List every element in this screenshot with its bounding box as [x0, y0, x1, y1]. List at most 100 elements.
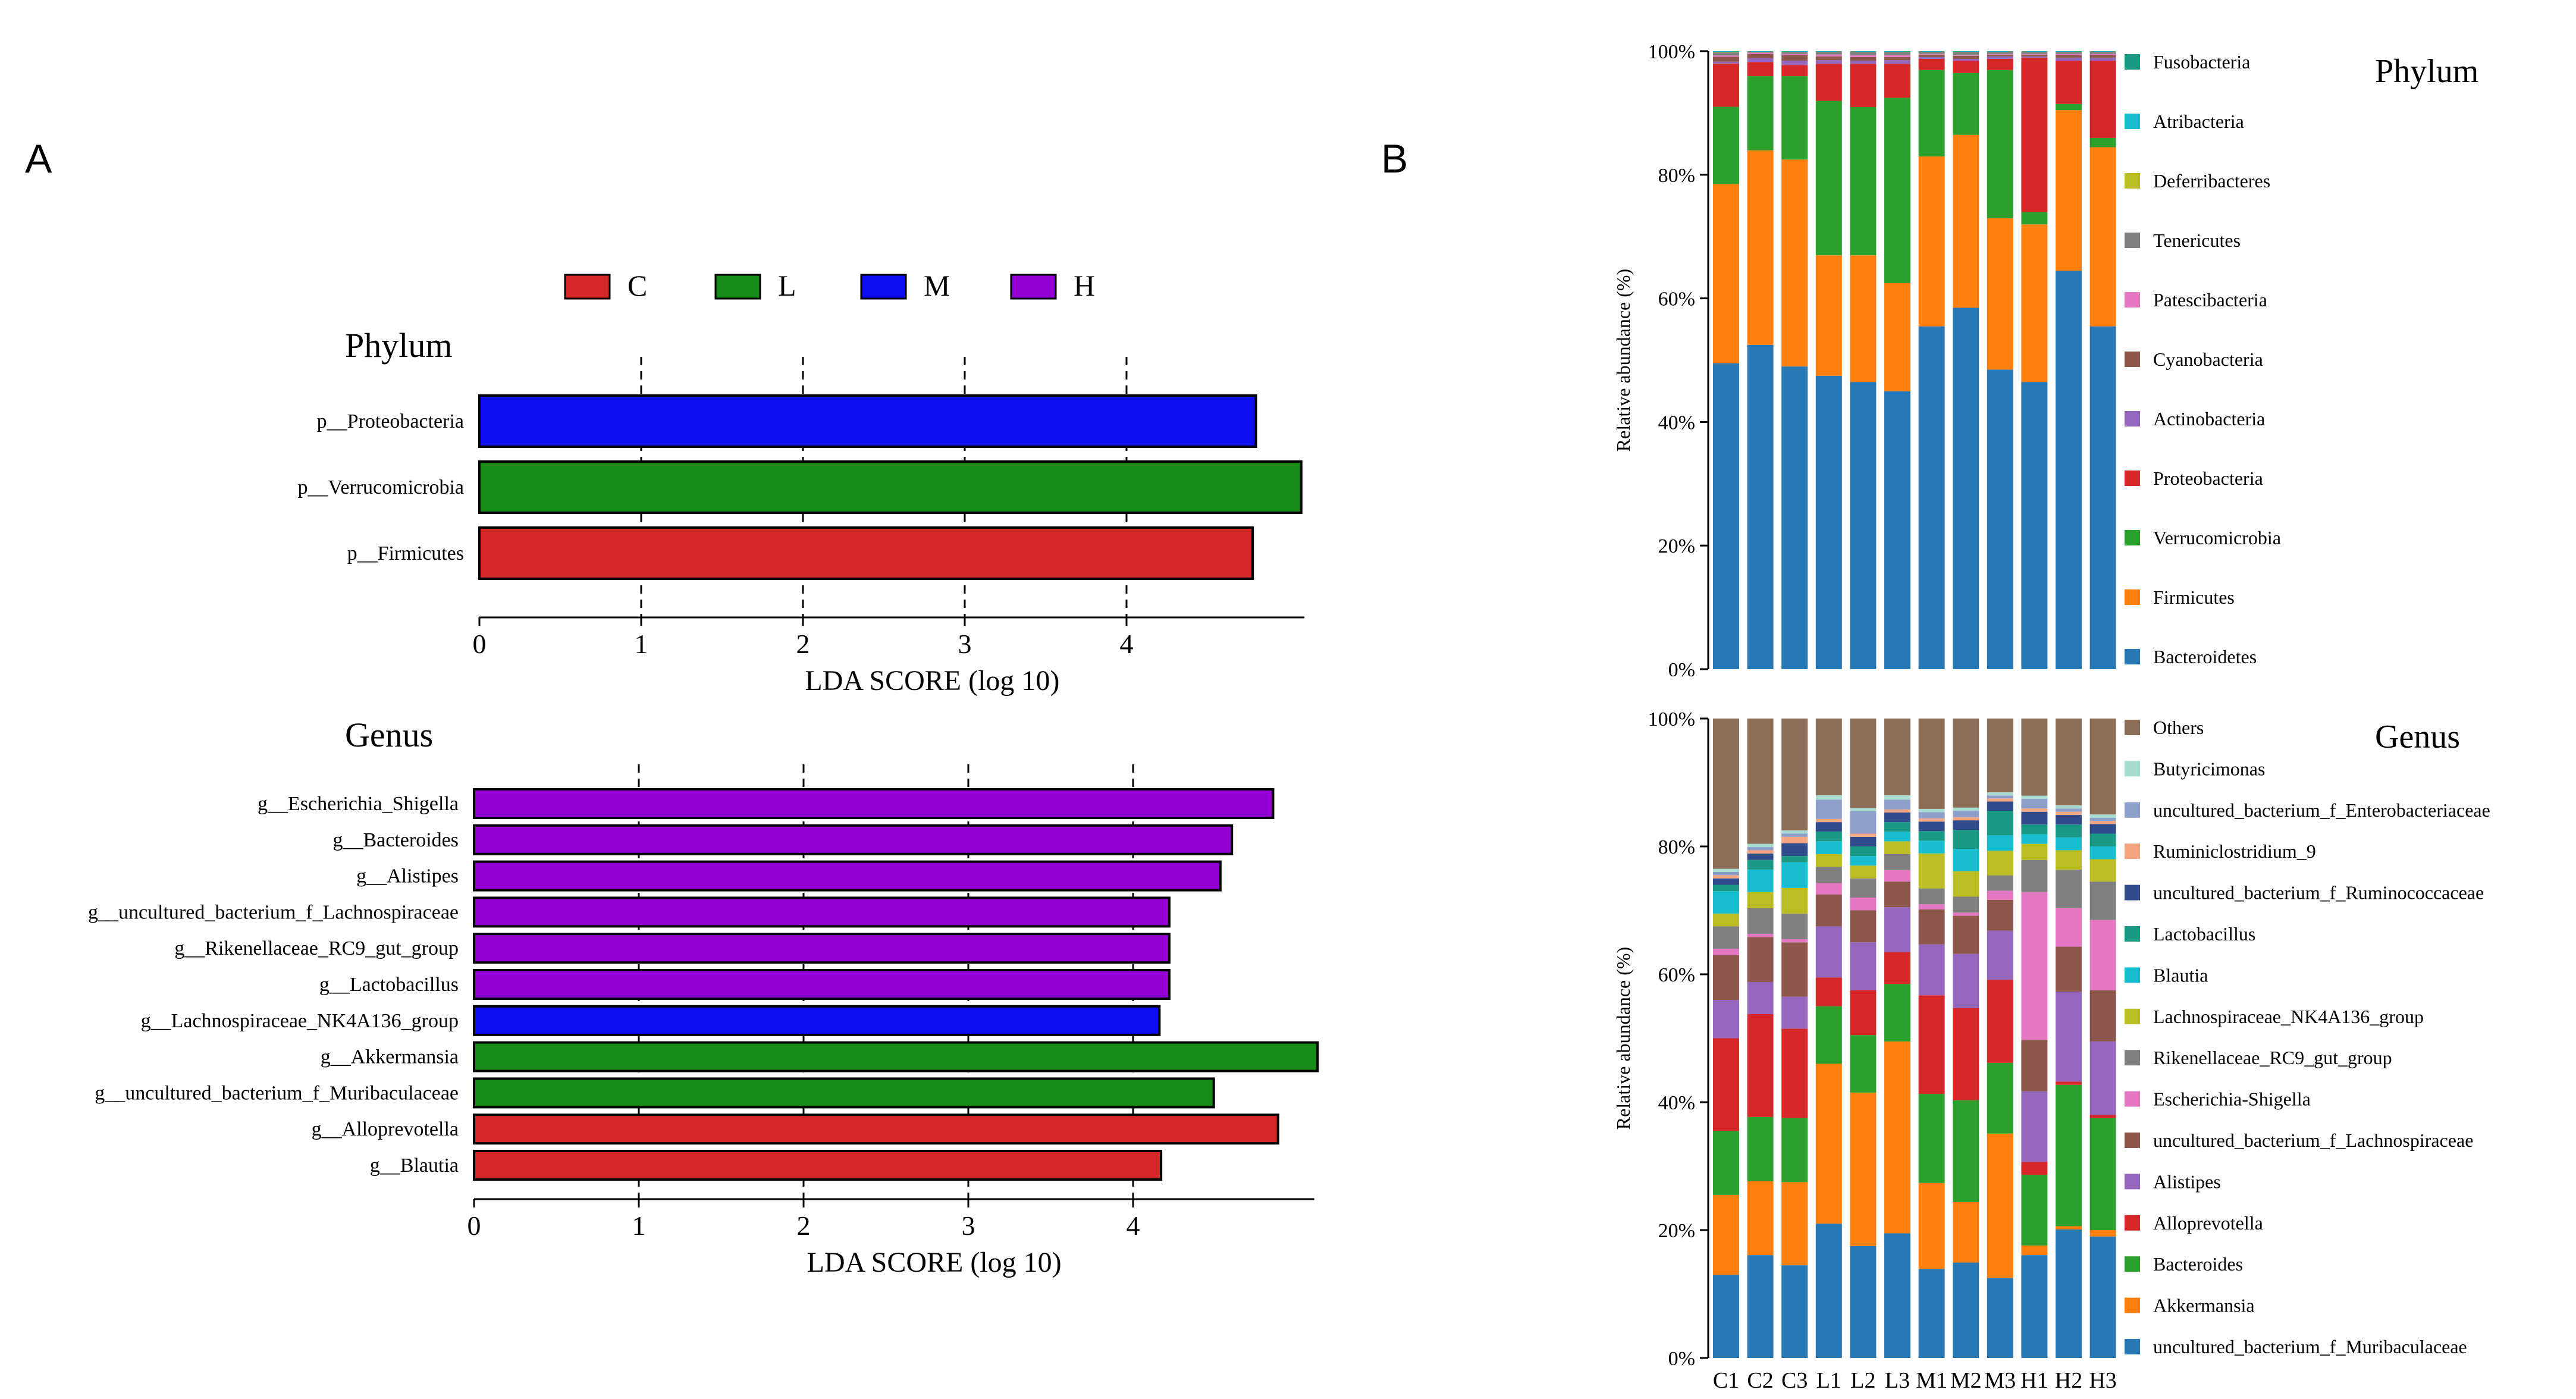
segment-m2-others: [1953, 719, 1979, 808]
legend-swatch-deferribacteres: [2125, 173, 2140, 189]
segment-l1-ruminiclostridium-9: [1815, 818, 1842, 823]
segment-m3-lachnospiraceae-nk4a136-group: [1987, 851, 2013, 876]
segment-c3-others: [1781, 719, 1808, 831]
chart-title: Phylum: [345, 326, 453, 365]
segment-m1-uncultured-bacterium-f-ruminococcaceae: [1918, 821, 1945, 832]
legend-swatch-l: [714, 274, 761, 300]
segment-c1-lachnospiraceae-nk4a136-group: [1713, 913, 1739, 927]
category-label-g-rikenellaceae-rc9-gut-group: g__Rikenellaceae_RC9_gut_group: [174, 937, 459, 959]
segment-c3-uncultured-bacterium-f-enterobacteriaceae: [1781, 833, 1808, 837]
segment-m1-rikenellaceae-rc9-gut-group: [1918, 888, 1945, 905]
segment-l2-others: [1850, 719, 1877, 808]
y-tick-label-3: 60%: [1658, 288, 1695, 310]
segment-h2-rikenellaceae-rc9-gut-group: [2056, 869, 2082, 908]
segment-c2-fusobacteria: [1747, 51, 1774, 52]
segment-h2-actinobacteria: [2056, 57, 2082, 61]
segment-h3-lachnospiraceae-nk4a136-group: [2089, 859, 2116, 882]
legend-swatch-escherichia-shigella: [2125, 1091, 2140, 1107]
segment-m1-blautia: [1918, 840, 1945, 854]
segment-c1-rikenellaceae-rc9-gut-group: [1713, 926, 1739, 949]
category-label-m3: M3: [1984, 1368, 2016, 1393]
segment-m1-actinobacteria: [1918, 57, 1945, 59]
segment-m3-butyricimonas: [1987, 792, 2013, 796]
segment-h1-uncultured-bacterium-f-enterobacteriaceae: [2021, 799, 2048, 809]
segment-l2-akkermansia: [1850, 1092, 1877, 1246]
category-label-c3: C3: [1781, 1368, 1808, 1393]
segment-h2-others: [2056, 719, 2082, 805]
segment-m2-cyanobacteria: [1953, 55, 1979, 59]
segment-m2-uncultured-bacterium-f-enterobacteriaceae: [1953, 811, 1979, 817]
segment-m2-butyricimonas: [1953, 807, 1979, 811]
segment-m2-uncultured-bacterium-f-muribaculaceae: [1953, 1262, 1979, 1358]
segment-l2-firmicutes: [1850, 255, 1877, 382]
segment-l1-bacteroidetes: [1815, 375, 1842, 669]
segment-c1-patescibacteria: [1713, 55, 1739, 57]
x-tick-label-4: 4: [1127, 1210, 1140, 1241]
segment-l3-alloprevotella: [1884, 952, 1910, 984]
segment-c2-verrucomicrobia: [1747, 76, 1774, 150]
segment-h3-others: [2089, 719, 2116, 815]
segment-h1-fusobacteria: [2021, 51, 2048, 52]
segment-m2-blautia: [1953, 849, 1979, 871]
segment-m3-proteobacteria: [1987, 58, 2013, 70]
segment-m3-patescibacteria: [1987, 54, 2013, 55]
segment-h1-verrucomicrobia: [2021, 212, 2048, 225]
segment-h1-bacteroidetes: [2021, 382, 2048, 669]
category-label-l2: L2: [1850, 1368, 1875, 1393]
segment-m1-fusobacteria: [1918, 51, 1945, 52]
segment-l3-blautia: [1884, 832, 1910, 842]
segment-c1-bacteroidetes: [1713, 363, 1739, 669]
segment-h3-uncultured-bacterium-f-enterobacteriaceae: [2089, 817, 2116, 821]
segment-c1-verrucomicrobia: [1713, 106, 1739, 184]
segment-m3-lactobacillus: [1987, 811, 2013, 836]
segment-l3-tenericutes: [1884, 52, 1910, 55]
segment-l1-bacteroides: [1815, 1006, 1842, 1064]
bar-g-blautia: [473, 1150, 1163, 1181]
x-tick-label-0: 0: [467, 1210, 481, 1241]
y-tick-label-1: 20%: [1658, 535, 1695, 557]
segment-h2-bacteroidetes: [2056, 271, 2082, 669]
segment-m2-uncultured-bacterium-f-lachnospiraceae: [1953, 915, 1979, 954]
bar-g-lactobacillus: [473, 969, 1171, 1000]
legend-swatch-uncultured-bacterium-f-lachnospiraceae: [2125, 1133, 2140, 1148]
segment-m2-lachnospiraceae-nk4a136-group: [1953, 871, 1979, 897]
segment-l2-tenericutes: [1850, 52, 1877, 55]
segment-c1-tenericutes: [1713, 52, 1739, 56]
legend-label-butyricimonas: Butyricimonas: [2153, 758, 2265, 779]
legend-label-akkermansia: Akkermansia: [2153, 1295, 2255, 1316]
segment-h1-uncultured-bacterium-f-ruminococcaceae: [2021, 811, 2048, 825]
legend-label-m: M: [924, 269, 950, 302]
segment-l1-butyricimonas: [1815, 795, 1842, 800]
segment-l3-firmicutes: [1884, 283, 1910, 391]
phylum-abundance-chart: Phylum 0% 20% 40% 60% 80% 100% Relative abundan…: [1612, 41, 2478, 681]
bar-g-bacteroides: [473, 824, 1234, 855]
segment-l1-verrucomicrobia: [1815, 101, 1842, 256]
segment-m2-bacteroides: [1953, 1100, 1979, 1202]
segment-l1-lachnospiraceae-nk4a136-group: [1815, 854, 1842, 867]
segment-c2-uncultured-bacterium-f-ruminococcaceae: [1747, 853, 1774, 860]
segment-c1-uncultured-bacterium-f-enterobacteriaceae: [1713, 872, 1739, 876]
segment-h3-butyricimonas: [2089, 814, 2116, 818]
segment-m3-firmicutes: [1987, 218, 2013, 370]
segment-l3-actinobacteria: [1884, 60, 1910, 64]
segment-h1-firmicutes: [2021, 224, 2048, 382]
bar-g-uncultured-bacterium-f-lachnospiraceae: [473, 896, 1171, 928]
segment-h3-uncultured-bacterium-f-ruminococcaceae: [2089, 824, 2116, 834]
segment-m1-firmicutes: [1918, 156, 1945, 327]
segment-h1-others: [2021, 719, 2048, 796]
legend-label-others: Others: [2153, 717, 2204, 738]
x-axis-label: LDA SCORE (log 10): [805, 665, 1059, 697]
segment-h2-ruminiclostridium-9: [2056, 811, 2082, 815]
segment-m3-fusobacteria: [1987, 51, 2013, 52]
category-label-g-bacteroides: g__Bacteroides: [333, 829, 459, 851]
segment-c3-ruminiclostridium-9: [1781, 836, 1808, 843]
segment-l3-lactobacillus: [1884, 822, 1910, 832]
segment-m3-tenericutes: [1987, 52, 2013, 54]
category-label-g-lactobacillus: g__Lactobacillus: [319, 974, 459, 996]
segment-m2-rikenellaceae-rc9-gut-group: [1953, 896, 1979, 913]
segment-c1-akkermansia: [1713, 1194, 1739, 1275]
y-tick-label-1: 20%: [1658, 1220, 1695, 1242]
segment-c1-fusobacteria: [1713, 51, 1739, 52]
segment-h2-verrucomicrobia: [2056, 103, 2082, 111]
segment-m1-akkermansia: [1918, 1182, 1945, 1269]
